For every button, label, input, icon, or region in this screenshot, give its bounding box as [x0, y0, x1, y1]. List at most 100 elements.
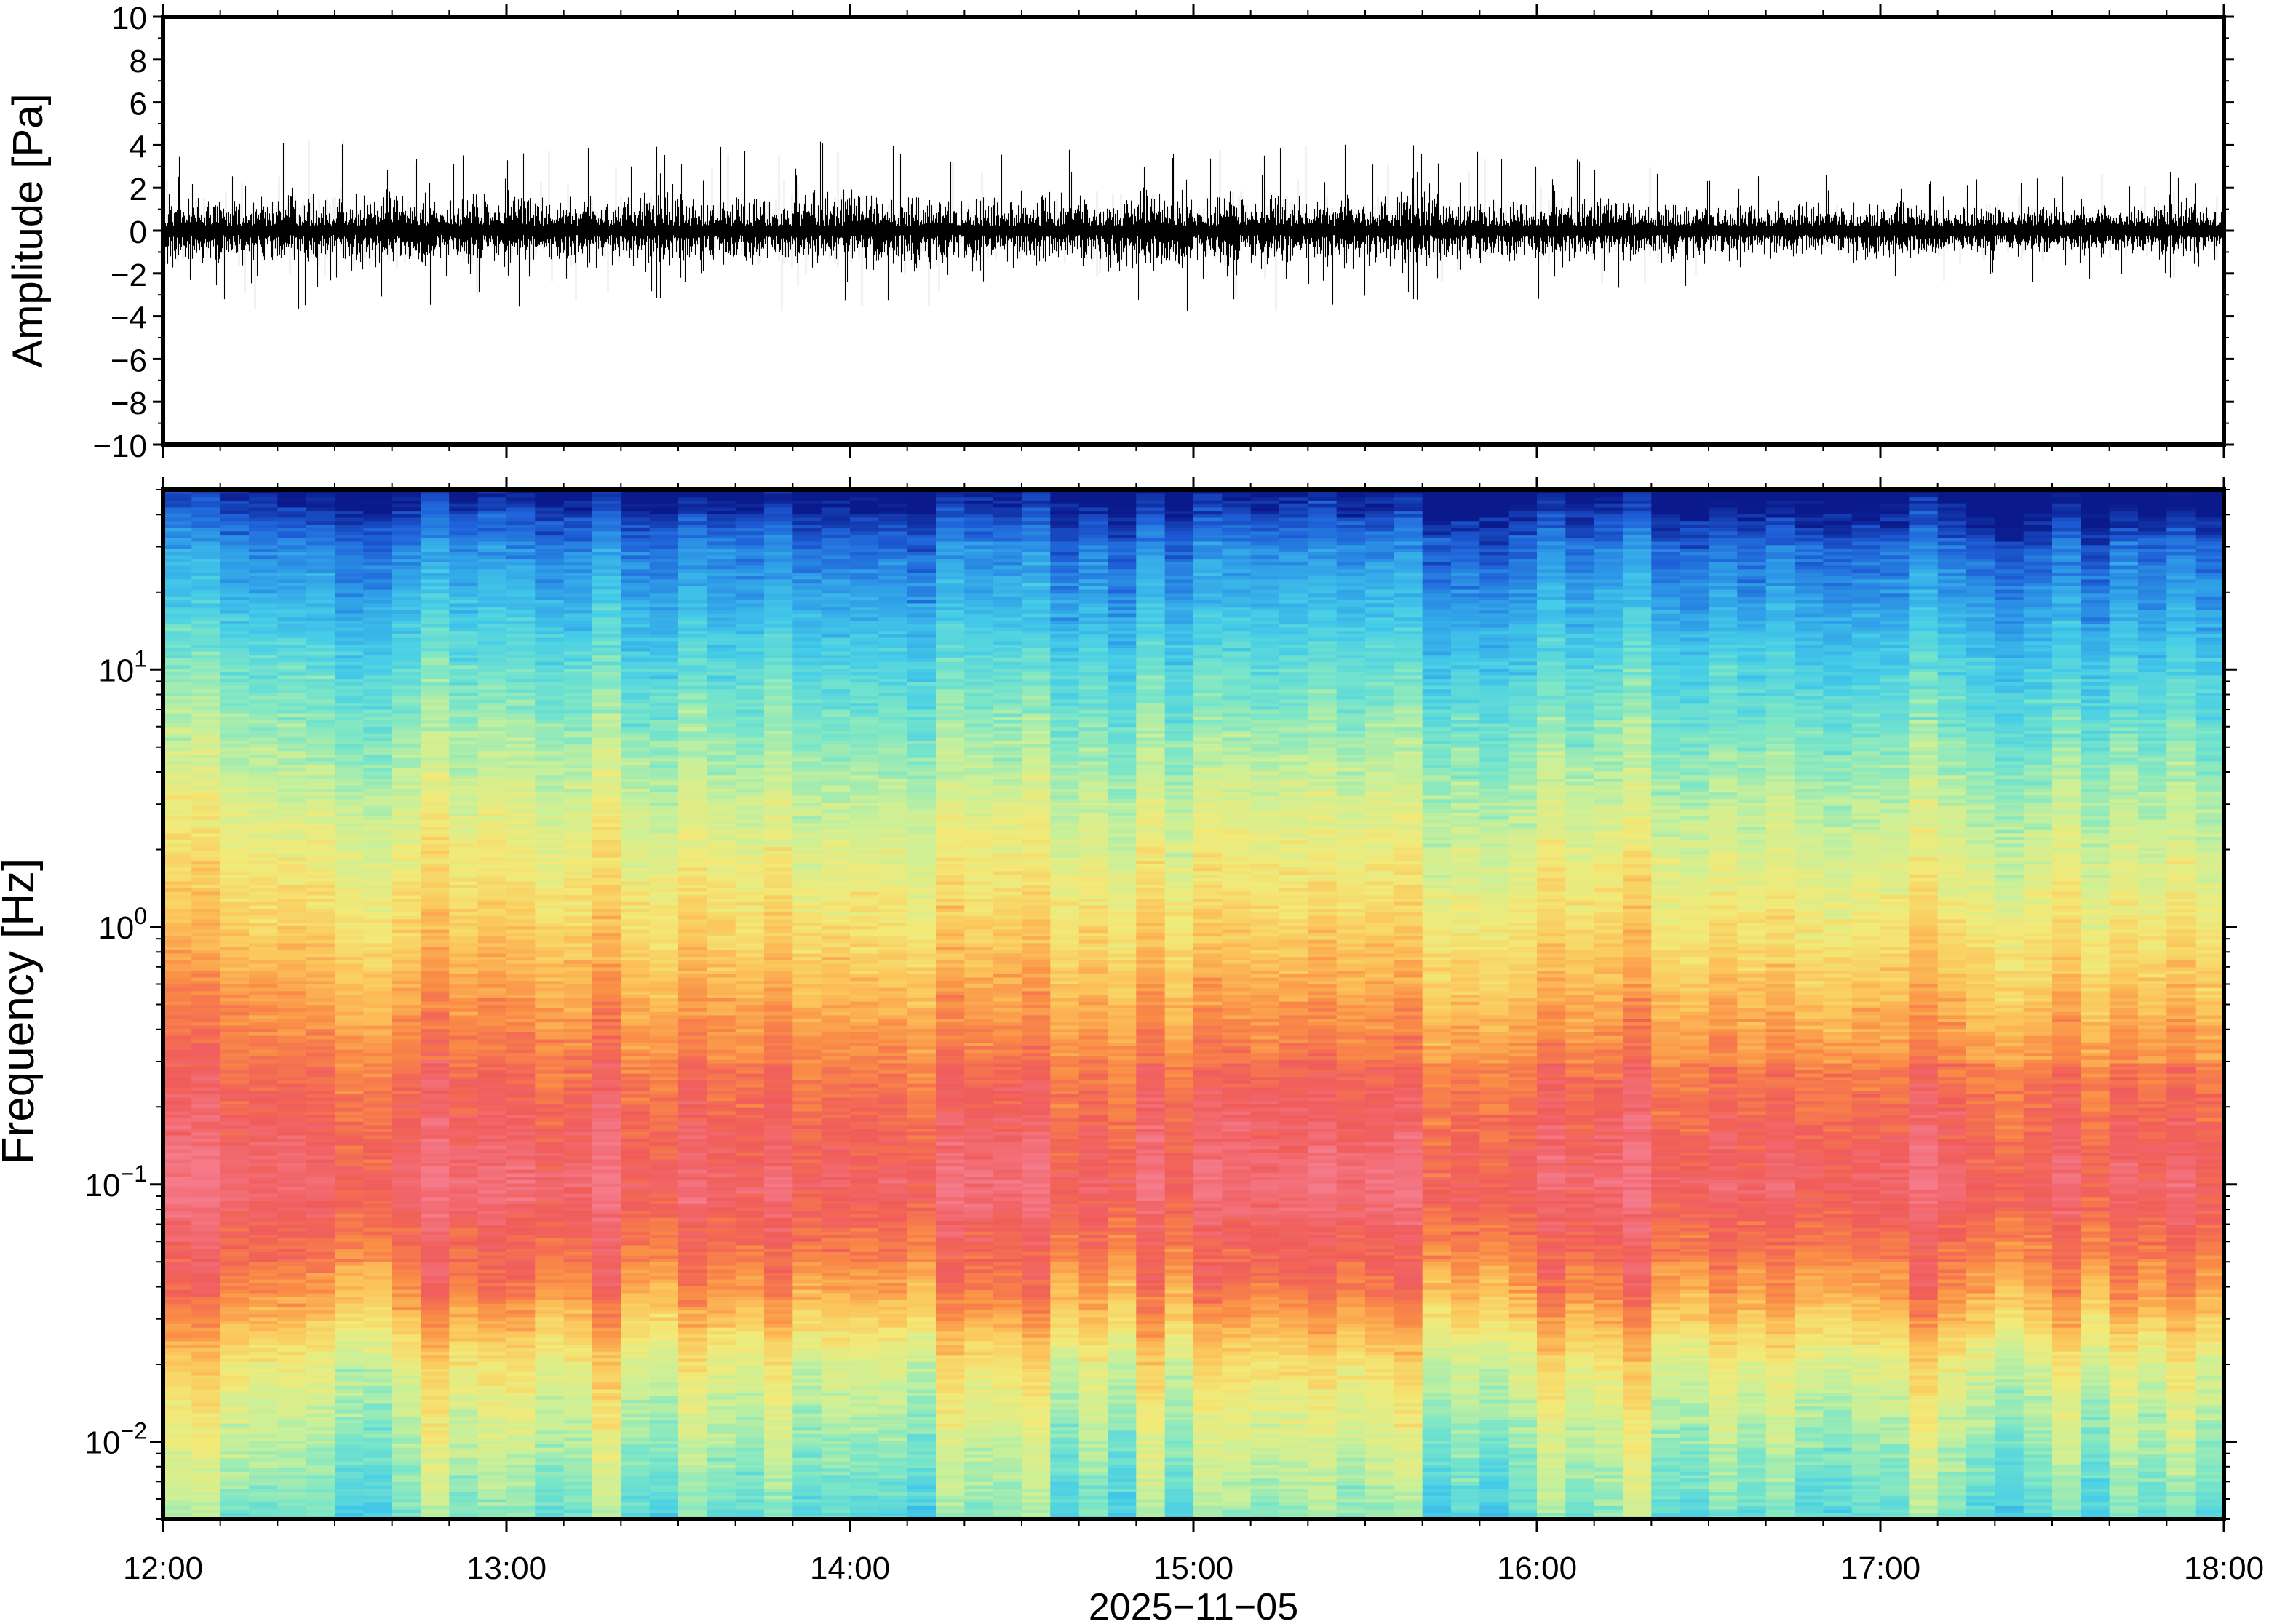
- spectrogram-cell: [449, 1422, 479, 1428]
- spectrogram-cell: [163, 1238, 193, 1242]
- spectrogram-cell: [163, 843, 193, 848]
- spectrogram-cell: [506, 668, 536, 672]
- spectrogram-cell: [592, 517, 622, 522]
- spectrogram-cell: [163, 781, 193, 786]
- spectrogram-cell: [592, 592, 622, 597]
- spectrogram-cell: [535, 644, 565, 648]
- spectrogram-cell: [506, 500, 536, 504]
- spectrogram-cell: [592, 568, 622, 573]
- spectrogram-cell: [477, 1372, 507, 1376]
- spectrogram-cell: [506, 1450, 536, 1455]
- spectrogram-cell: [163, 946, 193, 950]
- spectrogram-cell: [277, 1000, 307, 1006]
- spectrogram-cell: [506, 1258, 536, 1262]
- spectrogram-cell: [220, 1420, 250, 1424]
- spectrogram-cell: [335, 723, 365, 728]
- spectrogram-cell: [277, 1066, 307, 1070]
- spectrogram-cell: [477, 778, 507, 782]
- spectrogram-cell: [277, 798, 307, 803]
- spectrogram-cell: [277, 984, 307, 988]
- spectrogram-cell: [335, 1182, 365, 1187]
- spectrogram-cell: [535, 500, 565, 504]
- spectrogram-cell: [363, 624, 393, 628]
- spectrogram-cell: [535, 1162, 565, 1166]
- spectrogram-cell: [249, 709, 279, 714]
- spectrogram-cell: [449, 894, 479, 899]
- spectrogram-cell: [477, 994, 507, 998]
- spectrogram-cell: [421, 1402, 450, 1407]
- spectrogram-cell: [220, 1118, 250, 1122]
- spectrogram-cell: [163, 1396, 193, 1400]
- spectrogram-cell: [249, 1505, 279, 1510]
- spectrogram-cell: [563, 990, 593, 995]
- spectrogram-cell: [249, 716, 279, 720]
- spectrogram-cell: [535, 874, 565, 878]
- spectrogram-cell: [535, 1388, 565, 1393]
- spectrogram-cell: [477, 980, 507, 984]
- spectrogram-cell: [477, 1220, 507, 1225]
- spectrogram-cell: [277, 874, 307, 878]
- spectrogram-cell: [335, 1502, 365, 1506]
- spectrogram-cell: [449, 1512, 479, 1517]
- spectrogram-cell: [335, 538, 365, 542]
- spectrogram-cell: [563, 1296, 593, 1300]
- spectrogram-cell: [421, 778, 450, 782]
- spectrogram-cell: [363, 613, 393, 618]
- spectrogram-cell: [363, 888, 393, 892]
- spectrogram-cell: [563, 599, 593, 604]
- spectrogram-cell: [563, 1011, 593, 1016]
- spectrogram-cell: [249, 832, 279, 837]
- spectrogram-cell: [477, 658, 507, 662]
- spectrogram-cell: [592, 1272, 622, 1276]
- spectrogram-cell: [477, 520, 507, 525]
- spectrogram-cell: [191, 757, 221, 762]
- spectrogram-cell: [506, 904, 536, 909]
- spectrogram-cell: [163, 1316, 193, 1321]
- spectrogram-cell: [191, 1302, 221, 1307]
- spectrogram-cell: [506, 1492, 536, 1496]
- spectrogram-cell: [421, 843, 450, 848]
- spectrogram-cell: [163, 1382, 193, 1386]
- spectrogram-cell: [392, 602, 421, 608]
- spectrogram-cell: [563, 1436, 593, 1441]
- spectrogram-cell: [306, 952, 335, 958]
- spectrogram-cell: [220, 1110, 250, 1115]
- spectrogram-cell: [506, 812, 536, 816]
- spectrogram-cell: [477, 860, 507, 864]
- spectrogram-cell: [449, 592, 479, 597]
- spectrogram-cell: [306, 1059, 335, 1064]
- spectrogram-cell: [506, 850, 536, 854]
- spectrogram-cell: [392, 698, 421, 704]
- spectrogram-cell: [277, 1484, 307, 1489]
- spectrogram-cell: [535, 922, 565, 926]
- spectrogram-cell: [220, 1203, 250, 1208]
- spectrogram-cell: [277, 891, 307, 896]
- spectrogram-cell: [363, 950, 393, 954]
- spectrogram-cell: [277, 1512, 307, 1517]
- spectrogram-cell: [277, 1155, 307, 1160]
- spectrogram-cell: [477, 1046, 507, 1050]
- spectrogram-cell: [335, 610, 365, 614]
- spectrogram-cell: [421, 1488, 450, 1492]
- spectrogram-cell: [449, 1412, 479, 1417]
- spectrogram-cell: [335, 527, 365, 532]
- spectrogram-cell: [392, 980, 421, 984]
- spectrogram-cell: [592, 1484, 622, 1489]
- spectrogram-cell: [477, 990, 507, 995]
- spectrogram-cell: [477, 1409, 507, 1414]
- spectrogram-cell: [335, 939, 365, 944]
- spectrogram-cell: [191, 654, 221, 658]
- spectrogram-cell: [563, 503, 593, 508]
- spectrogram-cell: [449, 1011, 479, 1016]
- spectrogram-cell: [277, 1422, 307, 1428]
- spectrogram-cell: [220, 698, 250, 704]
- spectrogram-cell: [306, 1398, 335, 1404]
- spectrogram-cell: [592, 1348, 622, 1352]
- spectrogram-cell: [449, 864, 479, 868]
- spectrogram-cell: [335, 918, 365, 923]
- spectrogram-cell: [592, 503, 622, 508]
- spectrogram-cell: [306, 798, 335, 803]
- spectrogram-cell: [392, 1392, 421, 1396]
- waveform-y-tick-label: 8: [130, 44, 147, 79]
- spectrogram-cell: [220, 1124, 250, 1129]
